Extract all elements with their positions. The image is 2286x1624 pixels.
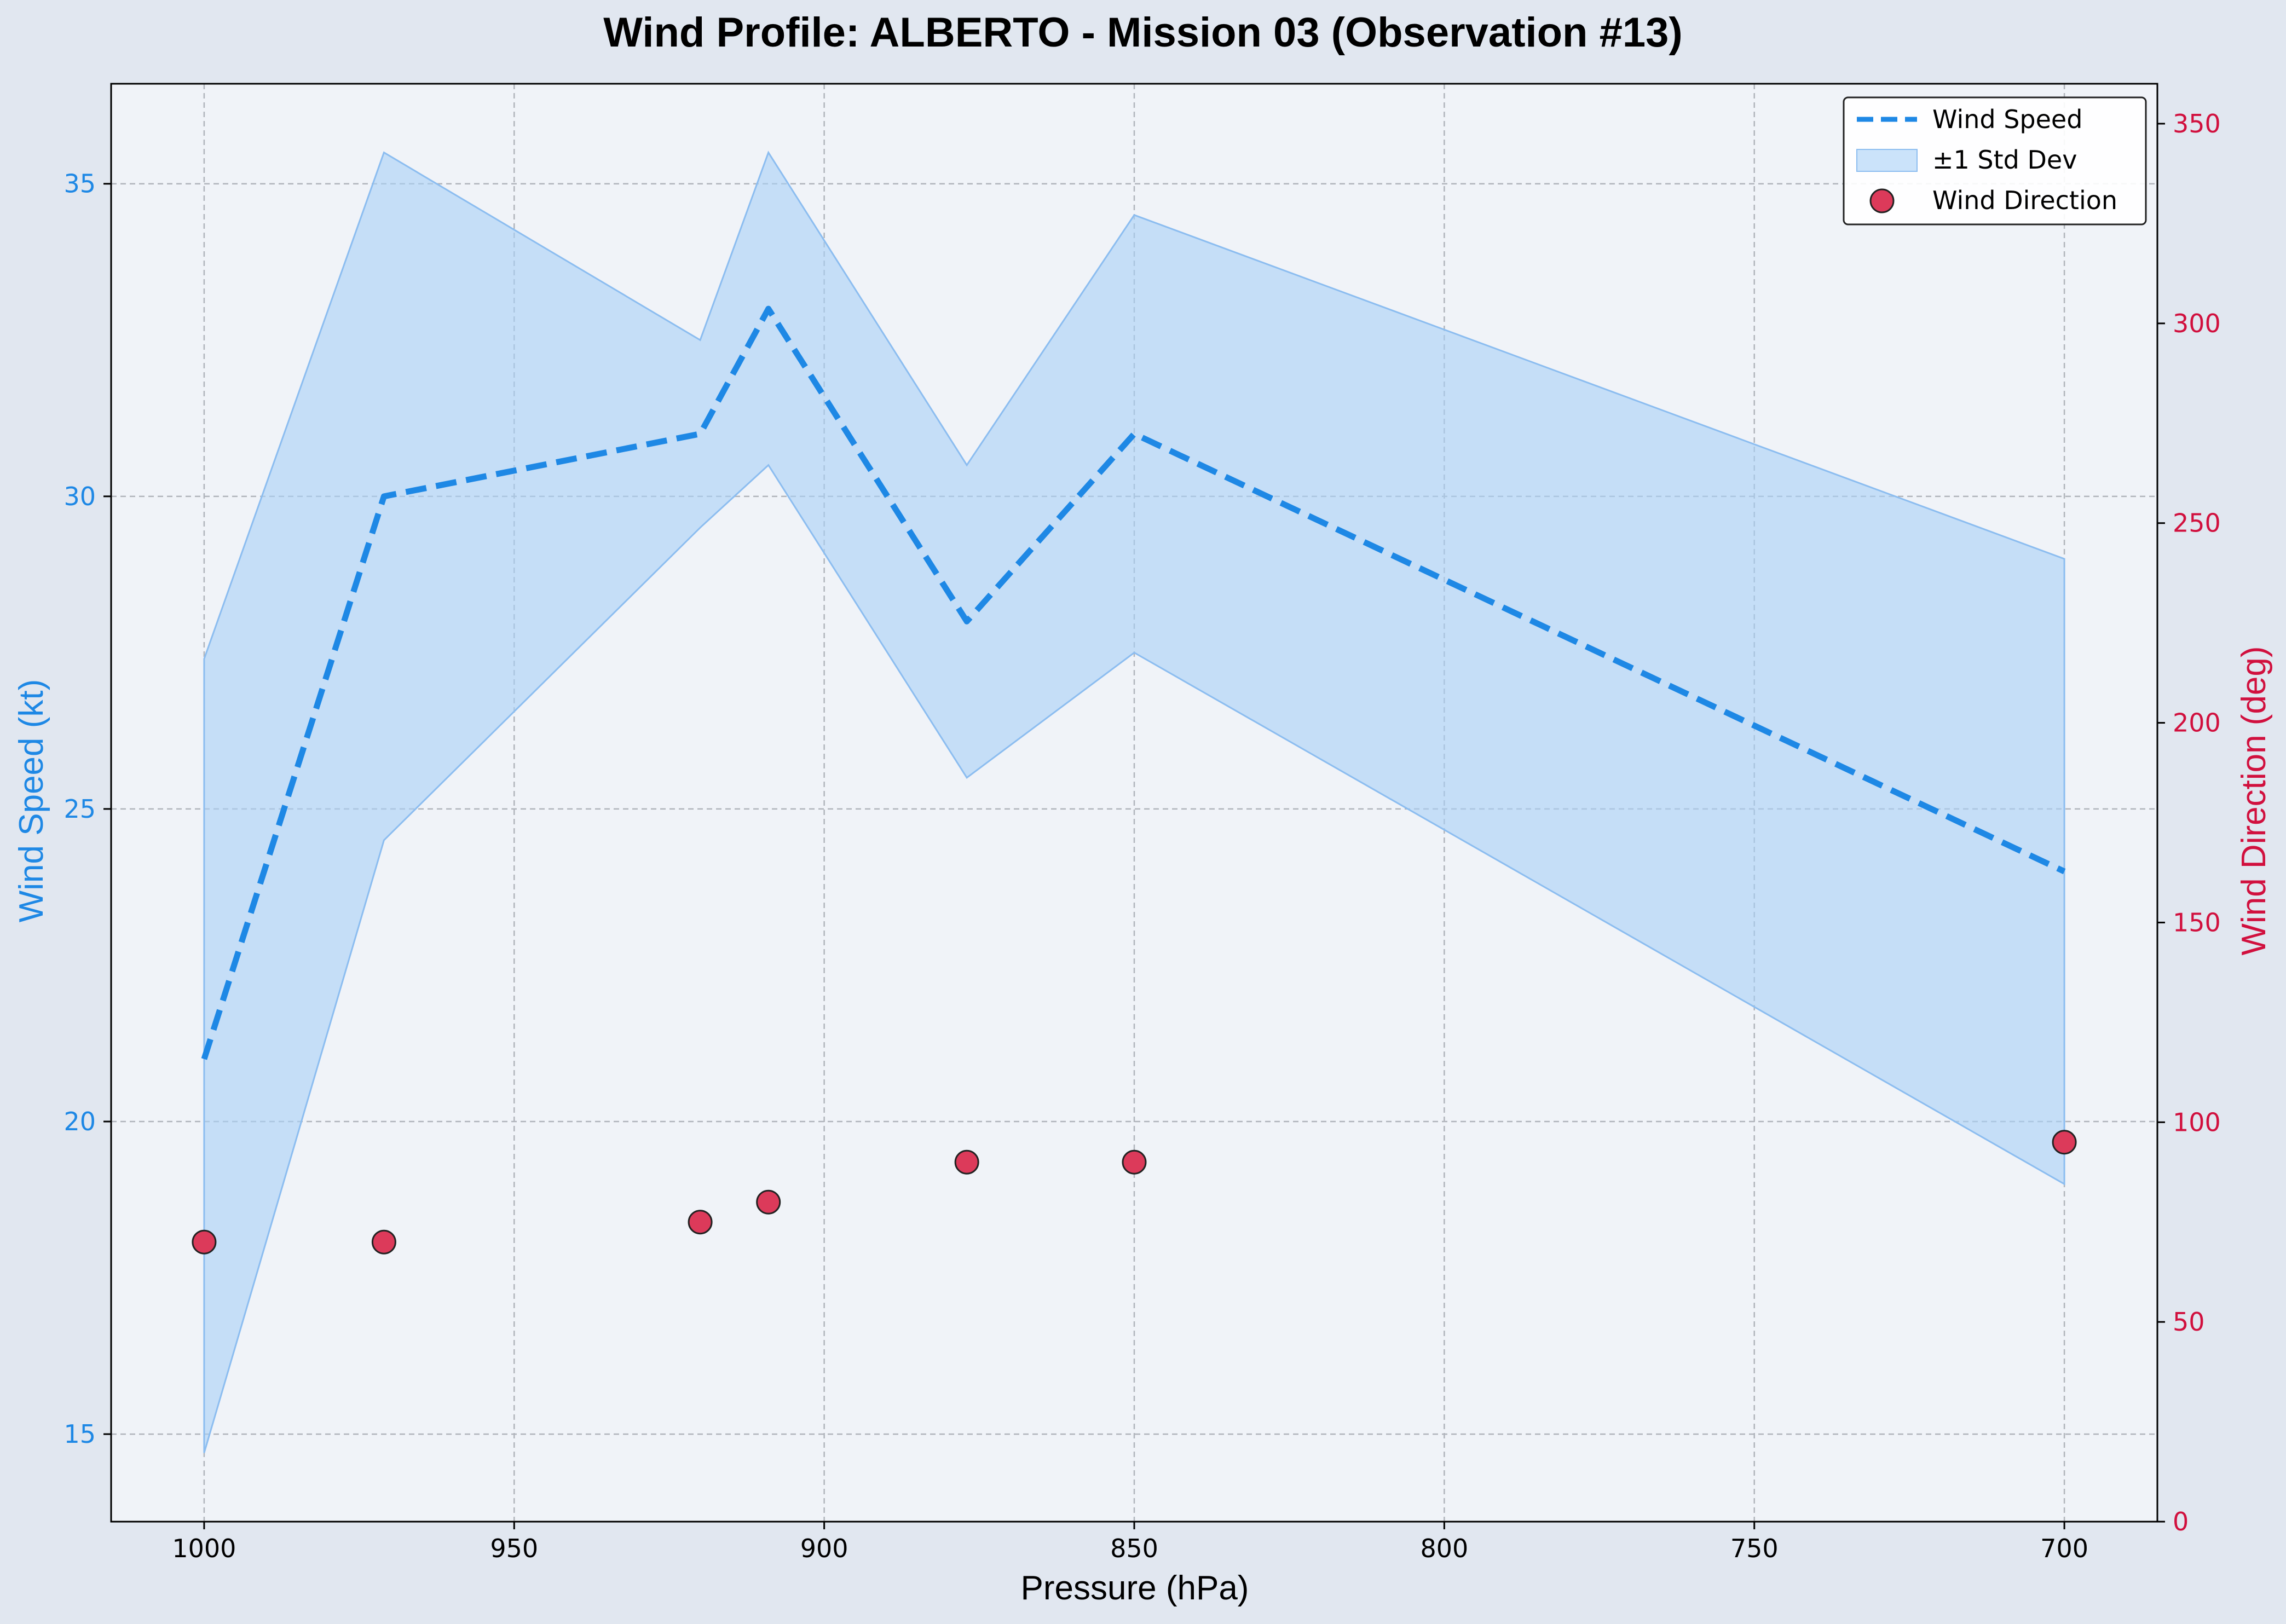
wind-direction-point xyxy=(756,1189,781,1215)
wind-direction-point xyxy=(1122,1149,1147,1175)
std-dev-band-area xyxy=(203,151,2065,1453)
std-dev-band xyxy=(203,151,2065,1453)
wind-direction-point xyxy=(688,1210,713,1235)
y2-tick-label: 100 xyxy=(2173,1107,2221,1137)
wind-direction-point xyxy=(954,1149,979,1175)
x-tick-label: 800 xyxy=(1420,1534,1468,1563)
x-tick-label: 700 xyxy=(2040,1534,2088,1563)
y2-tick-label: 350 xyxy=(2173,109,2221,138)
y2-tick-label: 200 xyxy=(2173,708,2221,738)
y-axis-right: 0 50 100 150 200 250 300 350 xyxy=(2157,109,2221,1536)
y-tick-label: 35 xyxy=(64,169,96,199)
chart-title: Wind Profile: ALBERTO - Mission 03 (Obse… xyxy=(603,9,1682,56)
wind-speed-line xyxy=(201,305,2066,1060)
legend: Wind Speed ±1 Std Dev Wind Direction xyxy=(1843,96,2147,226)
y2-tick-label: 300 xyxy=(2173,309,2221,338)
x-tick-label: 950 xyxy=(490,1534,538,1563)
y2-tick-label: 150 xyxy=(2173,908,2221,937)
legend-std-dev-swatch xyxy=(1856,149,1918,172)
wind-direction-point xyxy=(371,1229,396,1255)
y-axis-right-title: Wind Direction (deg) xyxy=(2235,646,2273,955)
wind-direction-point xyxy=(2052,1130,2077,1155)
legend-wind-direction-label: Wind Direction xyxy=(1932,186,2117,215)
y2-tick-label: 50 xyxy=(2173,1307,2205,1337)
y-axis-left: 15 20 25 30 35 xyxy=(64,169,111,1449)
legend-wind-speed-label: Wind Speed xyxy=(1932,105,2082,134)
y-tick-label: 15 xyxy=(64,1419,96,1449)
y2-tick-label: 0 xyxy=(2173,1507,2189,1536)
y-tick-label: 30 xyxy=(64,482,96,511)
y-tick-label: 25 xyxy=(64,794,96,824)
x-axis-title: Pressure (hPa) xyxy=(1021,1569,1249,1607)
wind-speed-series xyxy=(201,305,2066,1060)
legend-box xyxy=(1843,96,2147,226)
wind-direction-point xyxy=(192,1229,217,1255)
x-tick-label: 750 xyxy=(1730,1534,1779,1563)
y-tick-label: 20 xyxy=(64,1107,96,1136)
y-axis-left-title: Wind Speed (kt) xyxy=(13,679,50,923)
y2-tick-label: 250 xyxy=(2173,508,2221,538)
legend-std-dev-label: ±1 Std Dev xyxy=(1932,145,2077,175)
x-axis: 1000 950 900 850 800 750 700 xyxy=(172,1522,2088,1563)
wind-direction-series xyxy=(192,1130,2077,1255)
x-tick-label: 900 xyxy=(800,1534,848,1563)
x-tick-label: 850 xyxy=(1110,1534,1158,1563)
x-tick-label: 1000 xyxy=(172,1534,236,1563)
legend-wind-direction-swatch xyxy=(1869,188,1895,213)
